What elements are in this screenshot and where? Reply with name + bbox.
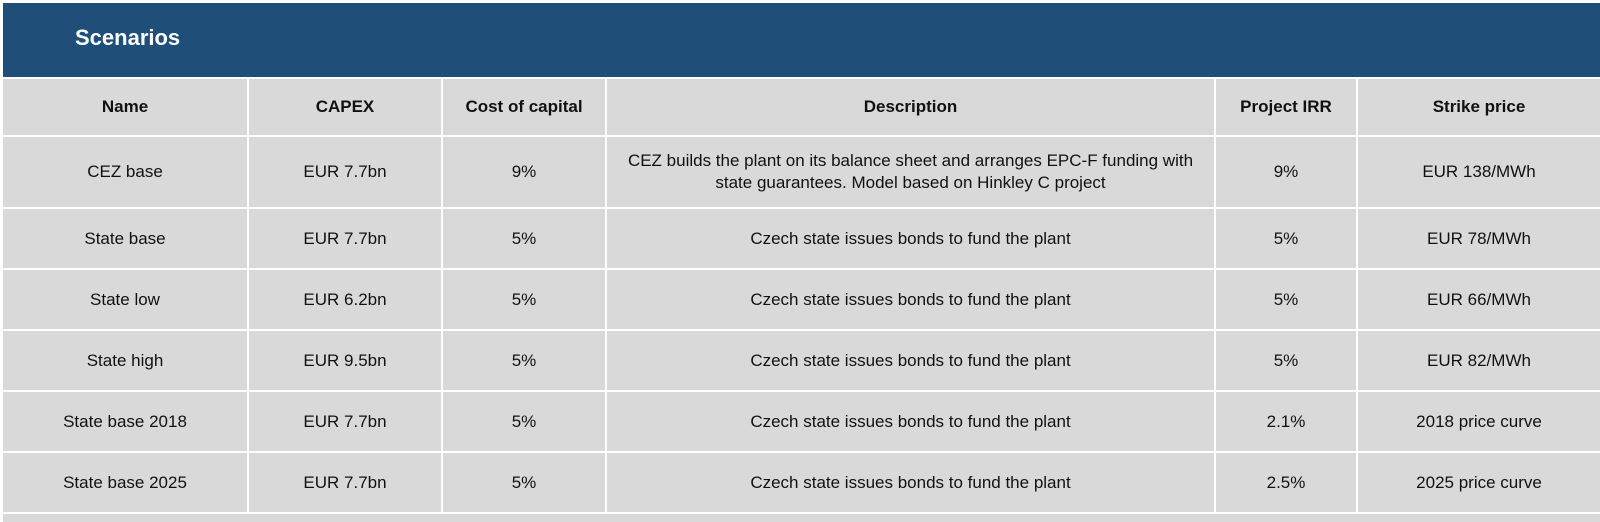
- cell-capex: EUR 6.2bn: [248, 269, 443, 331]
- cell-name: State base: [3, 208, 249, 270]
- column-header-name: Name: [3, 79, 249, 137]
- cell-strike-price: EUR 82/MWh: [1357, 330, 1600, 392]
- table-row: State base 2025 EUR 7.7bn 5% Czech state…: [3, 452, 1600, 514]
- cell-project-irr: 5%: [1215, 330, 1358, 392]
- table-row: State base 2018 EUR 7.7bn 5% Czech state…: [3, 391, 1600, 453]
- cell-capex: EUR 7.7bn: [248, 208, 443, 270]
- column-header-capex: CAPEX: [248, 79, 443, 137]
- cell-strike-price: EUR 78/MWh: [1357, 208, 1600, 270]
- cell-strike-price: EUR 138/MWh: [1357, 136, 1600, 209]
- cell-cost-of-capital: 5%: [442, 452, 607, 514]
- cell-strike-price: 2025 price curve: [1357, 452, 1600, 514]
- cell-description: Czech state issues bonds to fund the pla…: [606, 330, 1216, 392]
- table-row: State low EUR 6.2bn 5% Czech state issue…: [3, 269, 1600, 331]
- cell-name: State base 2018: [3, 391, 249, 453]
- table-row: CEZ base EUR 7.7bn 9% CEZ builds the pla…: [3, 136, 1600, 209]
- cell-cost-of-capital: 5%: [442, 330, 607, 392]
- cell-strike-price: 2018 price curve: [1357, 391, 1600, 453]
- cell-project-irr: 2.1%: [1215, 391, 1358, 453]
- cell-name: State low: [3, 269, 249, 331]
- cell-project-irr: 5%: [1215, 208, 1358, 270]
- scenarios-table-container: Scenarios Name CAPEX Cost of capital Des…: [3, 3, 1600, 522]
- table-row: State high EUR 9.5bn 5% Czech state issu…: [3, 330, 1600, 392]
- cell-strike-price: EUR 66/MWh: [1357, 269, 1600, 331]
- cell-project-irr: 2.5%: [1215, 452, 1358, 514]
- column-header-project-irr: Project IRR: [1215, 79, 1358, 137]
- cell-name: State high: [3, 330, 249, 392]
- column-header-cost-of-capital: Cost of capital: [442, 79, 607, 137]
- column-header-strike-price: Strike price: [1357, 79, 1600, 137]
- cell-cost-of-capital: 5%: [442, 269, 607, 331]
- title-bar: Scenarios: [3, 3, 1600, 79]
- cell-capex: EUR 7.7bn: [248, 136, 443, 209]
- column-header-description: Description: [606, 79, 1216, 137]
- cell-cost-of-capital: 9%: [442, 136, 607, 209]
- cell-cost-of-capital: 5%: [442, 391, 607, 453]
- cell-description: Czech state issues bonds to fund the pla…: [606, 269, 1216, 331]
- cell-capex: EUR 7.7bn: [248, 391, 443, 453]
- header-row: Name CAPEX Cost of capital Description P…: [3, 79, 1600, 137]
- scenarios-table: Name CAPEX Cost of capital Description P…: [3, 79, 1600, 514]
- cell-capex: EUR 9.5bn: [248, 330, 443, 392]
- cell-project-irr: 5%: [1215, 269, 1358, 331]
- cell-cost-of-capital: 5%: [442, 208, 607, 270]
- cell-name: State base 2025: [3, 452, 249, 514]
- cell-capex: EUR 7.7bn: [248, 452, 443, 514]
- table-row: State base EUR 7.7bn 5% Czech state issu…: [3, 208, 1600, 270]
- cell-name: CEZ base: [3, 136, 249, 209]
- cell-description: CEZ builds the plant on its balance shee…: [606, 136, 1216, 209]
- table-title: Scenarios: [75, 25, 181, 50]
- cell-description: Czech state issues bonds to fund the pla…: [606, 208, 1216, 270]
- cell-project-irr: 9%: [1215, 136, 1358, 209]
- cell-description: Czech state issues bonds to fund the pla…: [606, 391, 1216, 453]
- cell-description: Czech state issues bonds to fund the pla…: [606, 452, 1216, 514]
